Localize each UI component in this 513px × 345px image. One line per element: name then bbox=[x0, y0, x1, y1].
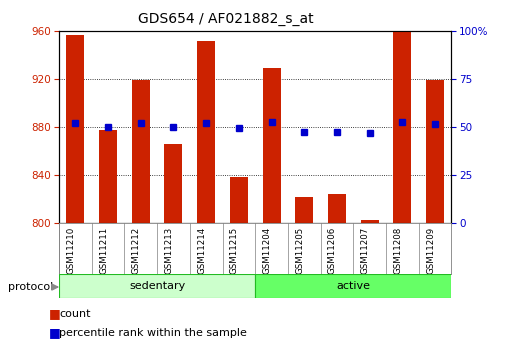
Bar bbox=[59, 274, 255, 298]
Bar bbox=[393, 32, 411, 223]
Text: GSM11212: GSM11212 bbox=[132, 227, 141, 274]
Bar bbox=[426, 80, 444, 223]
Text: count: count bbox=[59, 309, 90, 319]
Text: GSM11209: GSM11209 bbox=[426, 227, 435, 274]
Text: percentile rank within the sample: percentile rank within the sample bbox=[59, 328, 247, 338]
Text: GSM11204: GSM11204 bbox=[263, 227, 271, 274]
Text: GSM11208: GSM11208 bbox=[393, 227, 402, 274]
Text: protocol: protocol bbox=[8, 282, 53, 292]
Text: GSM11213: GSM11213 bbox=[165, 227, 173, 274]
Bar bbox=[328, 194, 346, 223]
Bar bbox=[165, 144, 183, 223]
Text: GSM11210: GSM11210 bbox=[66, 227, 75, 274]
Bar bbox=[66, 34, 84, 223]
Text: GSM11207: GSM11207 bbox=[361, 227, 370, 274]
Bar bbox=[99, 130, 117, 223]
Text: GSM11205: GSM11205 bbox=[295, 227, 304, 274]
Bar bbox=[361, 220, 379, 223]
Bar bbox=[132, 80, 150, 223]
Bar bbox=[295, 197, 313, 223]
Bar bbox=[255, 274, 451, 298]
Text: GDS654 / AF021882_s_at: GDS654 / AF021882_s_at bbox=[138, 12, 313, 26]
Bar bbox=[263, 68, 281, 223]
Text: GSM11214: GSM11214 bbox=[197, 227, 206, 274]
Text: GSM11215: GSM11215 bbox=[230, 227, 239, 274]
Text: sedentary: sedentary bbox=[129, 281, 185, 291]
Bar bbox=[230, 177, 248, 223]
Text: active: active bbox=[337, 281, 370, 291]
Text: GSM11206: GSM11206 bbox=[328, 227, 337, 274]
Text: GSM11211: GSM11211 bbox=[99, 227, 108, 274]
Bar bbox=[197, 41, 215, 223]
Text: ■: ■ bbox=[49, 307, 61, 321]
Text: ■: ■ bbox=[49, 326, 61, 339]
